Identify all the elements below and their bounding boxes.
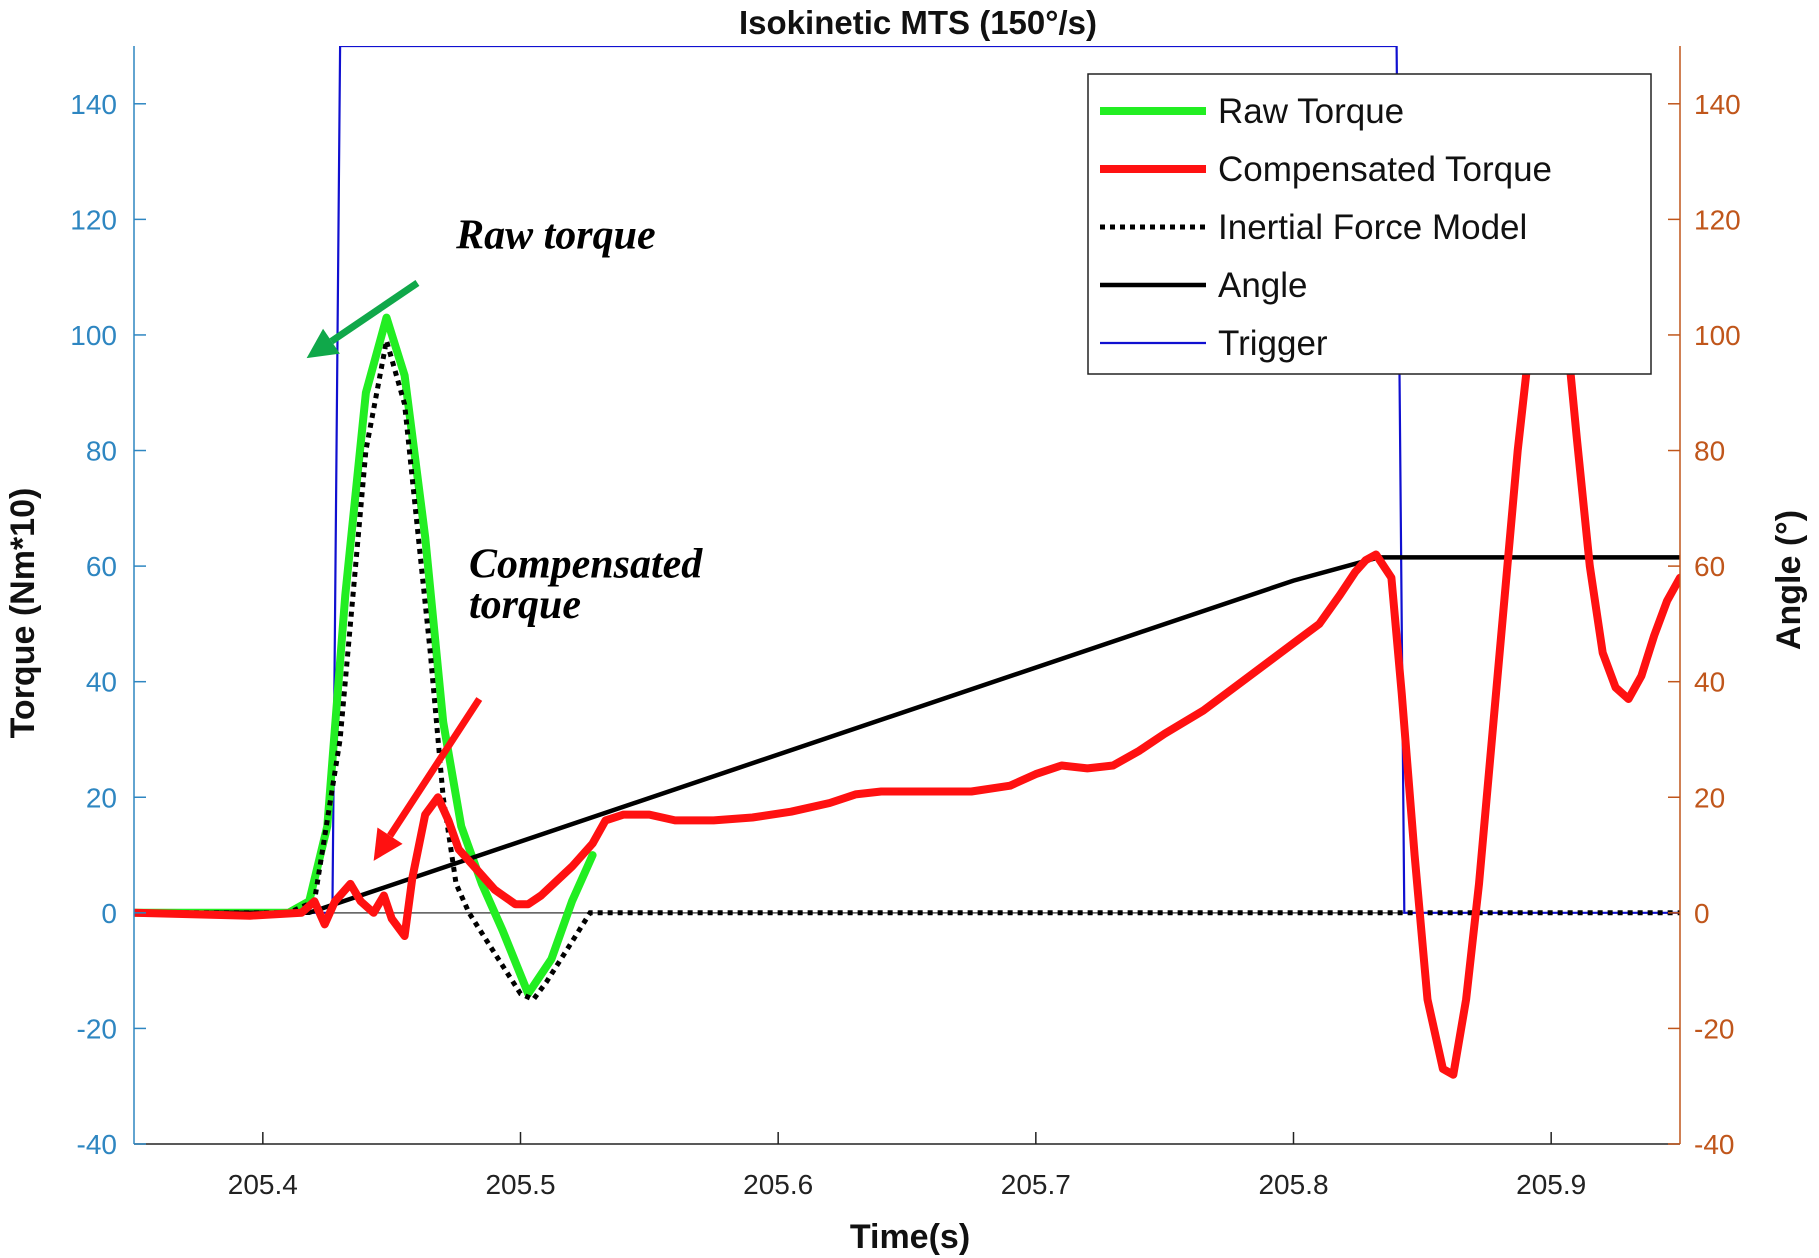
y-tick-label-right: 120 [1694,204,1741,235]
y-tick-label-right: 20 [1694,782,1725,813]
legend-label-model: Inertial Force Model [1218,208,1527,247]
legend: Raw Torque Compensated Torque Inertial For… [1087,73,1652,375]
legend-label-comp: Compensated Torque [1218,150,1552,189]
annotation-label-0: Raw torque [455,212,656,258]
x-tick-label: 205.4 [228,1169,298,1200]
y-tick-label-right: 140 [1694,89,1741,120]
legend-label-angle: Angle [1218,266,1308,305]
x-axis-label: Time(s) [850,1218,970,1256]
y-tick-label-left: 100 [70,320,117,351]
chart-title: Isokinetic MTS (150°/s) [739,4,1097,41]
y-tick-label-left: 120 [70,204,117,235]
y-tick-label-left: 40 [86,667,117,698]
y-axis-label-right: Angle (°) [1770,510,1808,650]
axes: 205.4 205.5 205.6 205.7 205.8 205.9 -40 -20 0 20 4… [70,46,1741,1200]
x-tick-label: 205.5 [485,1169,555,1200]
y-tick-label-right: 0 [1694,898,1710,929]
annotation-arrow-1-head [373,827,403,861]
y-axis-label-left: Torque (Nm*10) [4,488,42,739]
y-tick-label-right: 40 [1694,667,1725,698]
legend-box [1087,73,1652,375]
annotation-label-2: torque [469,582,581,628]
x-tick-label: 205.6 [743,1169,813,1200]
x-tick-label: 205.8 [1258,1169,1328,1200]
y-tick-label-left: 60 [86,551,117,582]
y-tick-label-left: -20 [77,1013,117,1044]
legend-label-trigger: Trigger [1218,324,1328,363]
plot-area [134,46,1680,1079]
annotation-arrow-0-head [306,328,340,359]
y-tick-label-left: 80 [86,436,117,467]
y-tick-label-right: -20 [1694,1013,1734,1044]
y-tick-label-left: 20 [86,782,117,813]
y-tick-label-left: 140 [70,89,117,120]
legend-label-raw: Raw Torque [1218,92,1404,131]
y-tick-label-right: 60 [1694,551,1725,582]
y-tick-label-right: 80 [1694,436,1725,467]
y-tick-label-right: -40 [1694,1129,1734,1160]
y-tick-label-left: -40 [77,1129,117,1160]
annotation-arrow-0-shaft [329,280,420,345]
x-tick-label: 205.7 [1001,1169,1071,1200]
y-tick-label-right: 100 [1694,320,1741,351]
annotation-label-1: Compensated [469,542,703,588]
y-tick-label-left: 0 [101,898,117,929]
x-tick-label: 205.9 [1516,1169,1586,1200]
annotation-arrow-1-shaft [387,697,483,838]
